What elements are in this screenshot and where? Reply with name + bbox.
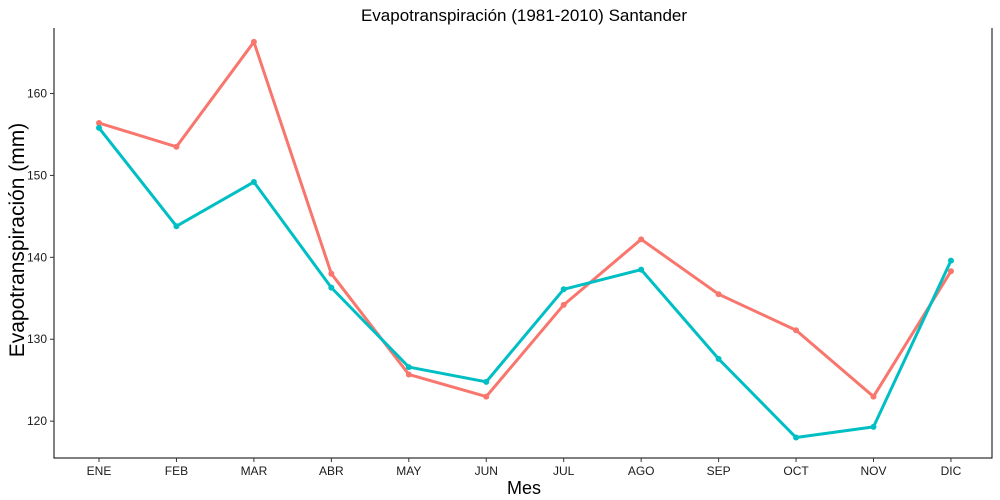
plot-border [53,28,993,459]
y-tick-label: 120 [27,414,47,428]
data-point [173,223,180,230]
y-axis-title: Evapotranspiración (mm) [6,123,29,358]
series-line [97,126,953,440]
data-point [638,266,645,273]
data-point [173,143,180,150]
axes: 120 130 140 150 160 ENE FEB MAR ABR MAY JUN JUL AGO S… [27,28,993,478]
data-point [870,393,877,400]
data-point [560,286,567,293]
data-point [715,355,722,362]
x-tick-label: DIC [941,464,962,478]
data-point [715,291,722,298]
chart-title: Evapotranspiración (1981-2010) Santander [361,6,687,25]
data-point [96,124,102,131]
x-tick-label: AGO [628,464,655,478]
y-tick-label: 150 [27,168,47,182]
y-tick-label: 160 [27,87,47,101]
data-point [405,364,412,371]
data-point [793,434,800,441]
x-tick-label: MAR [241,464,268,478]
x-axis-title: Mes [507,478,541,498]
x-tick-label: MAY [396,464,421,478]
series-line [97,40,953,399]
data-point [483,393,490,400]
series-layer [96,38,954,441]
data-point [638,236,645,243]
data-point [250,38,257,45]
data-point [328,284,335,291]
data-point [250,178,257,185]
x-tick-label: SEP [707,464,731,478]
data-point [793,327,800,334]
data-point [405,371,412,378]
x-tick-label: OCT [783,464,809,478]
y-tick-label: 130 [27,332,47,346]
data-point [96,120,102,127]
x-tick-label: ABR [319,464,344,478]
data-point [328,270,335,277]
y-tick-label: 140 [27,250,47,264]
data-point [870,423,877,430]
series-2 [96,124,954,441]
data-point [483,378,490,385]
data-point [947,268,954,275]
x-tick-label: ENE [87,464,112,478]
x-tick-label: JUN [475,464,498,478]
data-point [947,257,954,264]
data-point [560,301,567,308]
x-tick-label: JUL [553,464,575,478]
series-1 [96,38,954,400]
x-tick-label: NOV [860,464,886,478]
x-tick-label: FEB [165,464,188,478]
